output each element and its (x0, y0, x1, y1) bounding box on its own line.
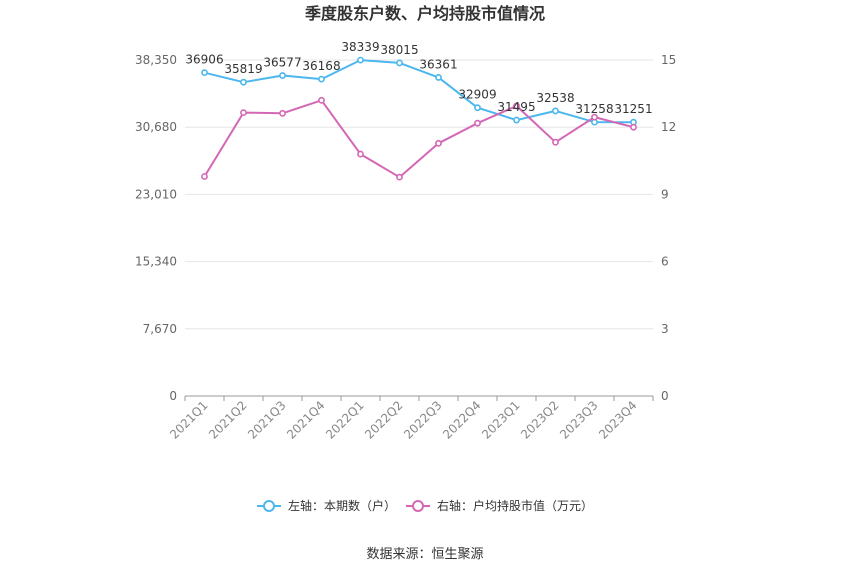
x-axis-tick-label: 2021Q4 (284, 398, 328, 442)
left-axis-tick-label: 38,350 (135, 53, 177, 67)
series-point[interactable] (318, 75, 325, 83)
legend-item-households[interactable]: 左轴：本期数（户） (257, 498, 396, 513)
x-axis-tick-label: 2023Q4 (596, 398, 640, 442)
right-axis-tick-label: 9 (661, 187, 669, 201)
right-axis-tick-label: 15 (661, 53, 676, 67)
series-point[interactable] (279, 109, 286, 117)
right-axis-tick-label: 12 (661, 120, 676, 134)
series-point[interactable] (201, 173, 208, 180)
series-point[interactable] (474, 104, 481, 112)
series-point[interactable] (552, 138, 559, 146)
data-label: 36906 (185, 53, 223, 67)
series-point[interactable] (396, 59, 403, 67)
left-axis-tick-label: 15,340 (135, 255, 177, 269)
x-axis-tick-label: 2023Q2 (518, 398, 562, 442)
series-point[interactable] (318, 96, 325, 104)
series (201, 56, 637, 181)
data-label: 31251 (614, 102, 652, 116)
data-label: 38339 (341, 40, 379, 54)
series-point[interactable] (240, 78, 247, 86)
legend-marker-households (263, 500, 275, 512)
data-label: 36168 (302, 59, 340, 73)
data-label: 35819 (224, 62, 262, 76)
right-axis-tick-label: 0 (661, 389, 669, 403)
series-point[interactable] (240, 109, 247, 117)
grid-lines (185, 59, 653, 330)
series-line-1 (203, 99, 634, 179)
legend-item-avg-value[interactable]: 右轴：户均持股市值（万元） (406, 498, 593, 513)
right-axis-tick-label: 3 (661, 322, 669, 336)
series-point[interactable] (513, 102, 520, 110)
x-axis-tick-label: 2022Q2 (362, 398, 406, 442)
legend: 左轴：本期数（户） 右轴：户均持股市值（万元） (257, 498, 593, 513)
series-point[interactable] (435, 139, 442, 147)
series-point[interactable] (552, 107, 559, 115)
data-label: 32909 (458, 88, 496, 102)
x-axis-tick-label: 2022Q1 (323, 398, 367, 442)
legend-label-households: 左轴：本期数（户） (288, 498, 396, 513)
series-point[interactable] (396, 173, 403, 181)
x-axis-tick-label: 2021Q3 (245, 398, 289, 442)
data-label: 31258 (575, 102, 613, 116)
x-axis-tick-label: 2022Q4 (440, 398, 484, 442)
series-point[interactable] (435, 74, 442, 81)
legend-label-avg-value: 右轴：户均持股市值（万元） (437, 498, 593, 513)
left-axis-tick-label: 0 (169, 389, 177, 403)
x-axis-tick-label: 2021Q1 (167, 398, 211, 442)
series-point[interactable] (357, 150, 364, 158)
left-axis-tick-label: 7,670 (143, 322, 177, 336)
left-axis-tick-label: 23,010 (135, 187, 177, 201)
series-point[interactable] (591, 113, 598, 121)
x-axis-tick-label: 2021Q2 (206, 398, 250, 442)
data-label: 38015 (380, 43, 418, 57)
left-axis-tick-label: 30,680 (135, 120, 177, 134)
source-text: 数据来源：恒生聚源 (366, 547, 483, 562)
data-label: 36577 (263, 56, 301, 70)
legend-marker-avg-value (412, 500, 424, 512)
series-point[interactable] (474, 119, 481, 127)
x-axis-tick-label: 2022Q3 (401, 398, 445, 442)
series-point[interactable] (357, 56, 364, 64)
series-point[interactable] (513, 116, 520, 124)
series-line-0 (204, 59, 634, 124)
data-label: 31495 (497, 100, 535, 114)
x-axis-tick-label: 2023Q3 (557, 398, 601, 442)
chart-title: 季度股东户数、户均持股市值情况 (304, 4, 545, 23)
data-label: 32538 (536, 91, 574, 105)
x-axis-tick-label: 2023Q1 (479, 398, 523, 442)
right-axis-tick-label: 6 (661, 255, 669, 269)
data-label: 36361 (419, 57, 457, 71)
series-point[interactable] (279, 72, 286, 79)
series-point[interactable] (201, 69, 208, 77)
series-point[interactable] (630, 123, 637, 131)
